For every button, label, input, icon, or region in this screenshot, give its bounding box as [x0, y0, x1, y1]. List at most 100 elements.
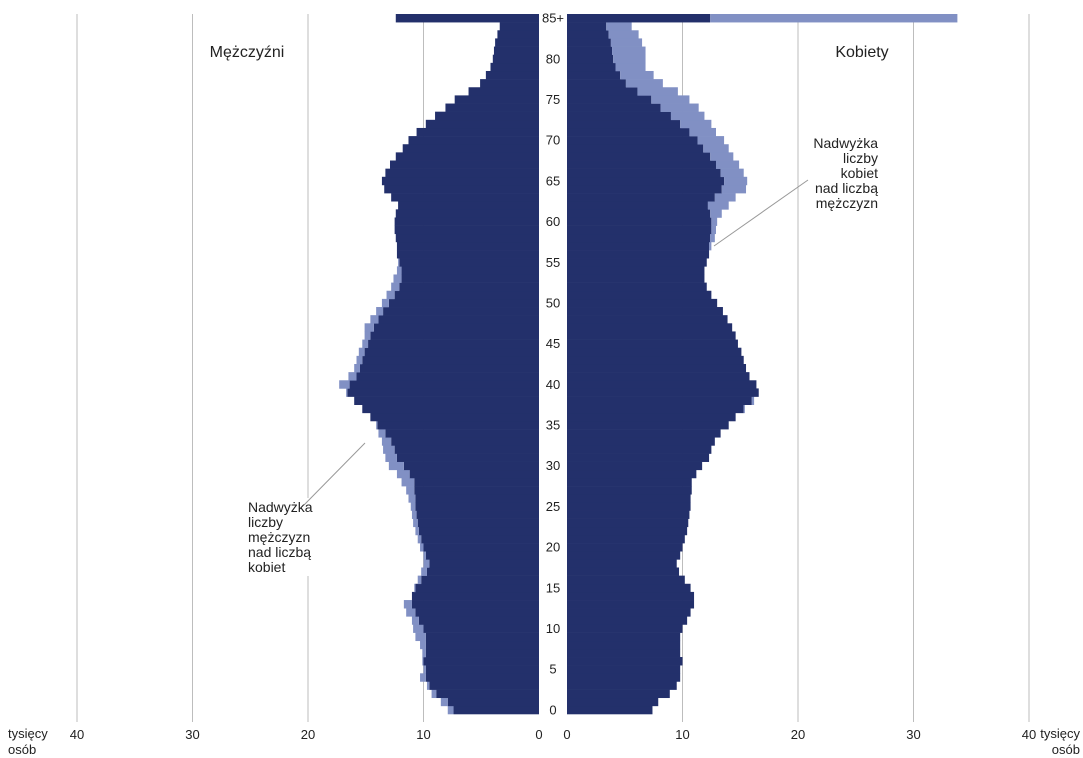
- bar-women-age-5: [567, 665, 681, 674]
- bar-men-excess-age-11: [411, 616, 419, 625]
- bar-women-age-68: [567, 152, 711, 161]
- bar-women-age-28: [567, 477, 692, 487]
- bar-men-excess-age-27: [406, 486, 415, 495]
- bar-men-age-0: [453, 705, 539, 715]
- bar-men-excess-age-18: [423, 559, 430, 568]
- bar-men-age-28: [414, 477, 539, 487]
- x-tick-right-0: 0: [563, 727, 570, 742]
- bar-men-age-31: [396, 453, 539, 462]
- bar-men-excess-age-30: [388, 461, 404, 471]
- bar-men-excess-age-47: [364, 323, 374, 332]
- bar-men-age-43: [362, 355, 539, 365]
- bar-men-excess-age-17: [421, 567, 427, 576]
- annotation-left-line3: mężczyzn: [248, 529, 310, 545]
- bar-women-age-16: [567, 575, 685, 585]
- bar-men-age-51: [394, 290, 539, 300]
- bar-women-age-13: [567, 600, 695, 609]
- bar-men-age-11: [418, 616, 539, 625]
- bar-women-age-71: [567, 127, 690, 137]
- bar-women-excess-age-57: [709, 241, 712, 251]
- annotation-right: Nadwyżka liczby kobiet nad liczbą mężczy…: [713, 132, 882, 247]
- bar-women-age-69: [567, 144, 704, 153]
- bar-women-age-15: [567, 583, 691, 593]
- bar-women-age-32: [567, 445, 712, 454]
- bar-men-excess-age-51: [386, 290, 395, 300]
- bar-women-age-23: [567, 518, 689, 528]
- age-tick-label: 60: [546, 214, 560, 229]
- bar-men-excess-age-12: [406, 608, 416, 617]
- age-tick-label: 80: [546, 51, 560, 66]
- age-tick-label: 55: [546, 255, 560, 270]
- bar-men-excess-age-21: [417, 534, 422, 544]
- annotation-right-line2: liczby: [843, 150, 878, 166]
- bar-women-age-34: [567, 429, 721, 438]
- bar-men-age-59: [394, 225, 539, 235]
- bar-women-age-11: [567, 616, 688, 625]
- bar-men-age-25: [415, 502, 539, 511]
- bar-men-excess-age-49: [376, 307, 384, 316]
- bar-women-age-3: [567, 681, 677, 690]
- bar-men-age-62: [398, 201, 539, 210]
- x-tick-left-20: 20: [301, 727, 315, 742]
- bar-women-excess-age-65: [724, 176, 748, 186]
- bar-men-excess-age-29: [396, 469, 410, 479]
- bar-women-excess-age-69: [703, 144, 729, 153]
- bar-men-excess-age-35: [376, 420, 378, 430]
- bar-men-excess-age-26: [408, 494, 416, 503]
- bar-women-age-17: [567, 567, 680, 576]
- age-tick-label: 45: [546, 336, 560, 351]
- bar-women-excess-age-63: [714, 193, 736, 202]
- bar-men-age-9: [425, 632, 539, 642]
- bar-men-age-64: [384, 184, 539, 194]
- bar-men-age-7: [425, 648, 539, 658]
- bar-women-excess-age-62: [707, 201, 729, 210]
- bar-women-age-22: [567, 526, 688, 536]
- bar-women-age-54: [567, 266, 705, 275]
- bar-women-age-78: [567, 70, 621, 80]
- bar-women-age-73: [567, 111, 671, 121]
- bar-men-excess-age-52: [391, 282, 400, 292]
- bar-women-age-70: [567, 136, 698, 145]
- bar-women-age-64: [567, 184, 722, 194]
- bar-men-age-77: [480, 79, 539, 88]
- bar-women-age-49: [567, 307, 723, 316]
- bar-men-age-48: [378, 315, 539, 324]
- bar-women-excess-age-71: [689, 127, 716, 137]
- bar-men-age-36: [370, 412, 539, 422]
- bar-women-age-53: [567, 274, 705, 283]
- bar-men-excess-age-5: [423, 665, 426, 674]
- bar-men-excess-age-31: [385, 453, 397, 462]
- annotation-right-line4: nad liczbą: [815, 180, 878, 196]
- bar-men-excess-age-7: [422, 648, 426, 658]
- bar-men-age-75: [454, 95, 539, 104]
- bar-women-age-33: [567, 437, 715, 446]
- bar-men-excess-age-25: [410, 502, 416, 511]
- x-tick-left-10: 10: [416, 727, 430, 742]
- bar-women-age-47: [567, 323, 733, 332]
- bar-men-excess-age-45: [362, 339, 369, 349]
- bar-men-age-76: [468, 87, 539, 96]
- bar-men-excess-age-42: [354, 364, 360, 373]
- annotation-right-bg: [800, 132, 882, 210]
- bar-men-excess-age-22: [415, 526, 419, 536]
- bar-women-age-24: [567, 510, 690, 519]
- bar-women-excess-age-64: [721, 184, 747, 194]
- bar-women-excess-age-38: [751, 396, 755, 405]
- bar-men-age-85+: [395, 14, 539, 23]
- bar-women-age-39: [567, 388, 759, 397]
- bar-men-age-4: [425, 673, 539, 682]
- bar-women-age-48: [567, 315, 728, 324]
- bar-women-excess-age-79: [615, 62, 646, 72]
- bar-men-age-65: [381, 176, 539, 186]
- annotation-left: Nadwyżka liczby mężczyzn nad liczbą kobi…: [244, 442, 366, 576]
- bar-men-age-50: [388, 298, 539, 308]
- bar-men-excess-age-20: [420, 543, 424, 552]
- x-tick-right-10: 10: [675, 727, 689, 742]
- bar-women-excess-age-61: [710, 209, 722, 218]
- x-tick-left-40: 40: [70, 727, 84, 742]
- bar-men-excess-age-55: [398, 258, 400, 267]
- age-tick-label: 15: [546, 580, 560, 595]
- bar-men-age-70: [408, 136, 539, 145]
- bar-men-age-61: [395, 209, 539, 218]
